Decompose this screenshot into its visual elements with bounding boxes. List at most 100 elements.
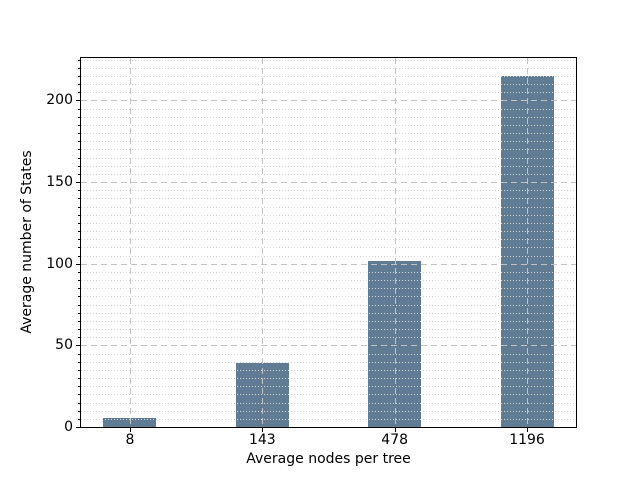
gridline-minor-h <box>81 231 576 233</box>
y-tick-label: 200 <box>46 92 73 109</box>
y-minor-tick <box>78 271 80 273</box>
y-minor-tick <box>78 353 80 355</box>
gridline-minor-h <box>81 320 576 322</box>
x-major-tick <box>262 428 264 432</box>
gridline-minor-h <box>81 92 576 94</box>
y-major-tick <box>76 345 80 347</box>
y-minor-tick <box>78 378 80 380</box>
y-minor-tick <box>78 173 80 175</box>
gridline-minor-h <box>81 255 576 257</box>
gridline-minor-h <box>81 247 576 249</box>
gridline-minor-h <box>81 394 576 396</box>
y-minor-tick <box>78 59 80 61</box>
y-minor-tick <box>78 361 80 363</box>
y-minor-tick <box>78 92 80 94</box>
plot-area <box>80 57 577 428</box>
y-minor-tick <box>78 231 80 233</box>
x-major-tick <box>527 428 529 432</box>
y-major-tick <box>76 263 80 265</box>
y-minor-tick <box>78 402 80 404</box>
y-minor-tick <box>78 312 80 314</box>
gridline-minor-h <box>81 108 576 110</box>
gridline-minor-h <box>81 157 576 159</box>
gridline-minor-h <box>81 116 576 118</box>
y-minor-tick <box>78 157 80 159</box>
y-minor-tick <box>78 296 80 298</box>
y-minor-tick <box>78 67 80 69</box>
gridline-minor-h <box>81 410 576 412</box>
y-minor-tick <box>78 149 80 151</box>
gridline-minor-h <box>81 165 576 167</box>
y-minor-tick <box>78 255 80 257</box>
y-minor-tick <box>78 247 80 249</box>
y-minor-tick <box>78 239 80 241</box>
y-minor-tick <box>78 386 80 388</box>
gridline-minor-h <box>81 75 576 77</box>
y-minor-tick <box>78 280 80 282</box>
gridline-minor-h <box>81 206 576 208</box>
gridline-minor-h <box>81 214 576 216</box>
y-minor-tick <box>78 329 80 331</box>
gridline-minor-h <box>81 124 576 126</box>
gridline-minor-h <box>81 378 576 380</box>
x-major-tick <box>129 428 131 432</box>
gridline-minor-h <box>81 288 576 290</box>
y-tick-label: 100 <box>46 255 73 272</box>
y-minor-tick <box>78 116 80 118</box>
y-minor-tick <box>78 288 80 290</box>
gridline-minor-h <box>81 418 576 420</box>
gridline-minor-h <box>81 337 576 339</box>
y-minor-tick <box>78 84 80 86</box>
y-minor-tick <box>78 124 80 126</box>
gridline-minor-h <box>81 222 576 224</box>
gridline-major-v <box>527 58 529 427</box>
y-tick-label: 150 <box>46 174 73 191</box>
y-minor-tick <box>78 320 80 322</box>
gridline-minor-h <box>81 173 576 175</box>
y-axis-label: Average number of States <box>19 150 35 334</box>
gridline-major-h <box>81 182 576 184</box>
y-minor-tick <box>78 75 80 77</box>
gridline-minor-h <box>81 190 576 192</box>
gridline-major-h <box>81 100 576 102</box>
y-minor-tick <box>78 141 80 143</box>
gridline-minor-h <box>81 84 576 86</box>
gridline-minor-h <box>81 239 576 241</box>
gridline-minor-h <box>81 329 576 331</box>
y-major-tick <box>76 182 80 184</box>
y-minor-tick <box>78 304 80 306</box>
y-major-tick <box>76 427 80 428</box>
y-minor-tick <box>78 337 80 339</box>
y-minor-tick <box>78 214 80 216</box>
gridline-major-v <box>129 58 131 427</box>
gridline-minor-h <box>81 369 576 371</box>
gridline-minor-h <box>81 304 576 306</box>
y-minor-tick <box>78 190 80 192</box>
x-tick-label: 143 <box>248 432 276 448</box>
y-minor-tick <box>78 410 80 412</box>
y-minor-tick <box>78 198 80 200</box>
gridline-minor-h <box>81 198 576 200</box>
gridline-minor-h <box>81 361 576 363</box>
y-minor-tick <box>78 418 80 420</box>
x-axis-label: Average nodes per tree <box>246 451 411 467</box>
gridline-minor-h <box>81 386 576 388</box>
gridline-minor-h <box>81 402 576 404</box>
gridline-major-v <box>394 58 396 427</box>
gridline-minor-h <box>81 149 576 151</box>
y-minor-tick <box>78 133 80 135</box>
y-major-tick <box>76 100 80 102</box>
gridline-major-h <box>81 345 576 347</box>
x-major-tick <box>394 428 396 432</box>
gridline-minor-h <box>81 280 576 282</box>
y-tick-label: 0 <box>64 419 73 435</box>
gridline-major-v <box>262 58 264 427</box>
y-minor-tick <box>78 165 80 167</box>
x-tick-label: 478 <box>381 432 409 448</box>
gridline-minor-h <box>81 59 576 61</box>
y-minor-tick <box>78 369 80 371</box>
y-minor-tick <box>78 206 80 208</box>
gridline-minor-h <box>81 271 576 273</box>
y-minor-tick <box>78 394 80 396</box>
